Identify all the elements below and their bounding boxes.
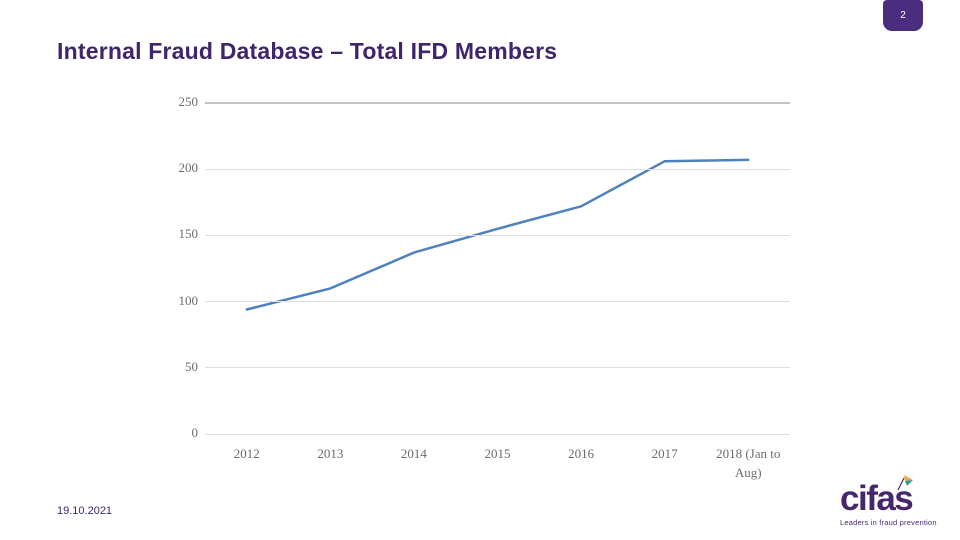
chart-series-svg [245,158,750,311]
page-title: Internal Fraud Database – Total IFD Memb… [57,38,558,64]
gridline-y-0 [205,433,790,435]
line-chart: 0 50 100 150 200 250 2012 2013 2014 2015 2016 2017 2… [160,94,810,485]
x-tick-label-1: 2013 [317,446,344,461]
x-tick-label-5: 2017 [651,446,678,461]
gridline-y-150 [205,234,790,236]
gridline-y-100 [205,301,790,303]
x-tick-label-2: 2014 [400,446,427,461]
logo-flag-icon [897,475,913,491]
y-tick-label-0: 0 [191,425,199,440]
y-tick-label-250: 250 [178,94,199,109]
cifas-logo: cifas Leaders in fraud prevention [840,475,940,527]
flag-orange-triangle [904,475,913,481]
flag-pole [897,477,905,491]
y-tick-label-200: 200 [178,160,199,176]
page-number-badge: 2 [883,0,923,31]
x-tick-label-6: 2018 (Jan to Aug) [716,446,781,480]
cifas-logo-text: cifas [840,479,914,518]
x-tick-label-3: 2015 [484,446,511,461]
flag-teal-triangle [905,480,913,486]
y-tick-label-100: 100 [178,292,199,308]
slide-date: 19.10.2021 [57,505,113,517]
logo-tagline: Leaders in fraud prevention [840,518,937,527]
x-tick-label-0: 2012 [233,446,260,461]
x-tick-label-4: 2016 [568,446,595,461]
series-line [245,158,750,311]
gridline-y-50 [205,367,790,369]
gridline-y-250 [205,102,790,104]
y-tick-label-50: 50 [185,358,198,374]
gridline-y-200 [205,168,790,170]
cifas-logo-wordmark: cifas [840,475,940,518]
page-number: 2 [900,10,906,21]
y-tick-label-150: 150 [178,226,199,242]
